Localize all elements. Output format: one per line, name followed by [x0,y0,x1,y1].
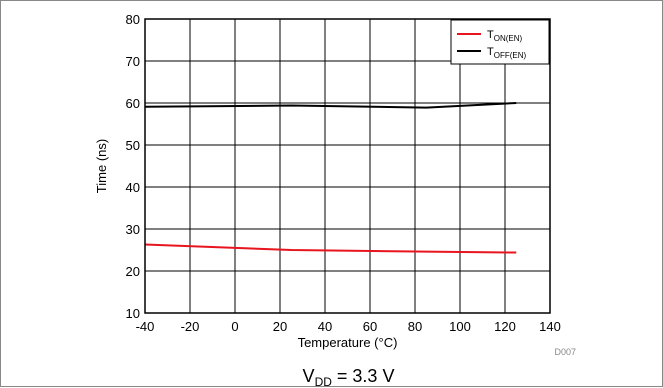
x-tick-label: 60 [363,319,377,334]
x-tick-labels: -40 -20 0 20 40 60 80 100 120 140 [136,319,561,334]
y-tick-label: 60 [126,96,140,111]
y-tick-label: 80 [126,12,140,27]
series-line-2 [144,102,517,109]
legend-box [450,19,550,65]
legend-label-main: T [487,46,494,58]
series-lines [144,102,517,254]
y-tick-label: 10 [126,306,140,321]
x-tick-label: 120 [494,319,516,334]
y-tick-label: 30 [126,222,140,237]
x-tick-label: 80 [408,319,422,334]
y-axis-label: Time (ns) [94,139,109,193]
x-axis-label: Temperature (°C) [298,335,398,350]
series-line-1 [144,243,517,254]
legend-label-subscript: ON(EN) [494,34,523,43]
x-tick-label: 140 [539,319,561,334]
y-tick-label: 70 [126,54,140,69]
legend-label: TON(EN) [487,29,523,43]
y-tick-label: 50 [126,138,140,153]
legend-label: TOFF(EN) [487,46,527,60]
legend-label-main: T [487,29,494,41]
x-tick-label: 20 [273,319,287,334]
y-tick-label: 40 [126,180,140,195]
caption-subscript: DD [315,375,333,388]
x-tick-label: -40 [136,319,155,334]
plot-area-border [144,18,551,314]
chart-caption: VDD = 3.3 V [303,366,395,388]
x-tick-label: -20 [181,319,200,334]
x-tick-label: 0 [231,319,238,334]
caption-rest: = 3.3 V [332,366,395,386]
y-tick-labels: 10 20 30 40 50 60 70 80 [126,12,140,321]
caption-main: V [303,366,315,386]
legend: TON(EN)TOFF(EN) [450,19,550,65]
x-tick-label: 100 [449,319,471,334]
y-tick-label: 20 [126,264,140,279]
legend-label-subscript: OFF(EN) [494,51,527,60]
x-tick-label: 40 [318,319,332,334]
figure-code: D007 [554,347,576,357]
